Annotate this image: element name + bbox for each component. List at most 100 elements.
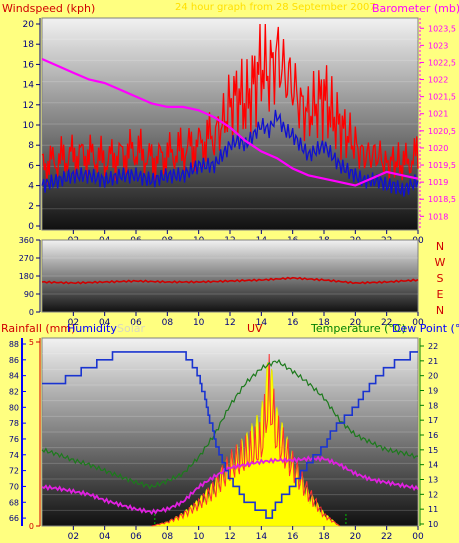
dew-point-line xyxy=(41,455,419,516)
humidity-ytick-label: 82 xyxy=(9,387,19,396)
direction-xtick-label: 04 xyxy=(99,318,111,328)
top-plot-area xyxy=(41,17,419,231)
humidity-ytick-label: 78 xyxy=(9,419,19,428)
windspeed-ytick-label: 6 xyxy=(28,161,34,171)
direction-plot-area xyxy=(41,239,419,313)
direction-xtick-label: 20 xyxy=(350,318,362,328)
barometer-line xyxy=(41,57,419,187)
direction-ytick-label: 0 xyxy=(29,308,34,317)
barometer-ytick-label: 1022,5 xyxy=(428,58,456,67)
temperature-ytick-label: 14 xyxy=(428,461,438,470)
compass-letter: E xyxy=(437,288,444,301)
humidity-ytick-label: 88 xyxy=(9,340,19,349)
windspeed-ytick-label: 10 xyxy=(23,121,35,131)
barometer-ytick-label: 1020 xyxy=(428,144,448,153)
temperature-ytick-label: 18 xyxy=(428,401,438,410)
windspeed-ytick-label: 0 xyxy=(28,222,34,232)
bottom-xtick-label: 00 xyxy=(412,532,424,542)
windspeed-ytick-label: 8 xyxy=(28,141,34,151)
direction-xtick-label: 10 xyxy=(193,318,205,328)
compass-letter: N xyxy=(436,304,444,317)
bottom-chart: 0 5 66 68 70 72 74 76 78 80 82 84 86 88 10 11 12 13 14 15 16… xyxy=(1,322,459,542)
humidity-ytick-label: 74 xyxy=(9,451,19,460)
graph-title: 24 hour graph from 28 September 2007 xyxy=(175,2,376,13)
barometer-ytick-label: 1021 xyxy=(428,110,448,119)
temperature-ytick-label: 16 xyxy=(428,431,438,440)
direction-ytick-label: 360 xyxy=(19,236,34,245)
direction-ytick-label: 180 xyxy=(19,272,34,281)
windspeed-ytick-label: 16 xyxy=(23,60,35,70)
direction-xtick-label: 14 xyxy=(256,318,268,328)
windspeed-ytick-label: 4 xyxy=(28,182,34,192)
direction-xtick-label: 22 xyxy=(381,318,392,328)
direction-xtick-label: 00 xyxy=(412,318,424,328)
bottom-xtick-label: 04 xyxy=(99,532,111,542)
direction-xtick-label: 08 xyxy=(162,318,174,328)
temperature-ytick-label: 15 xyxy=(428,446,438,455)
bottom-xtick-label: 20 xyxy=(350,532,362,542)
dewpoint-label: Dew Point (°C xyxy=(392,322,459,335)
bottom-xtick-label: 08 xyxy=(162,532,174,542)
temperature-label: Temperature (°C) xyxy=(310,322,406,335)
barometer-ytick-label: 1022 xyxy=(428,76,448,85)
humidity-ytick-label: 68 xyxy=(9,498,19,507)
temperature-ytick-label: 19 xyxy=(428,387,438,396)
windspeed-ytick-label: 12 xyxy=(23,101,34,111)
humidity-ytick-label: 84 xyxy=(9,372,19,381)
windspeed-ytick-label: 2 xyxy=(28,202,34,212)
humidity-ytick-label: 66 xyxy=(9,514,19,523)
top-chart: 0 2 4 6 8 10 12 14 16 18 20 1018 1018,5 1019 1019,5 102… xyxy=(2,2,459,246)
barometer-ytick-label: 1020,5 xyxy=(428,127,456,136)
direction-xtick-label: 02 xyxy=(68,318,79,328)
temperature-ytick-label: 12 xyxy=(428,490,438,499)
compass-letter: N xyxy=(436,240,444,253)
rainfall-label: Rainfall (mm) xyxy=(1,322,75,335)
barometer-ytick-label: 1023,5 xyxy=(428,24,456,33)
humidity-label: Humidity xyxy=(67,322,117,335)
direction-xtick-label: 16 xyxy=(287,318,299,328)
temperature-ytick-label: 17 xyxy=(428,416,438,425)
rainfall-ytick-label: 5 xyxy=(29,338,34,347)
barometer-ytick-label: 1021,5 xyxy=(428,93,456,102)
direction-ytick-label: 270 xyxy=(19,254,34,263)
temperature-ytick-label: 11 xyxy=(428,505,438,514)
temperature-line xyxy=(41,358,418,490)
humidity-ytick-label: 76 xyxy=(9,435,19,444)
windspeed-axis-label: Windspeed (kph) xyxy=(2,2,95,15)
barometer-ytick-label: 1018,5 xyxy=(428,195,456,204)
rainfall-ytick-label: 0 xyxy=(29,522,34,531)
humidity-ytick-label: 70 xyxy=(9,482,19,491)
compass-letter: W xyxy=(435,256,446,269)
windspeed-ytick-label: 18 xyxy=(23,40,35,50)
windspeed-line xyxy=(41,23,419,185)
average-windspeed-line xyxy=(41,109,419,197)
humidity-ytick-label: 80 xyxy=(9,403,19,412)
direction-ytick-label: 90 xyxy=(24,290,34,299)
bottom-xtick-label: 10 xyxy=(193,532,205,542)
compass-letter: S xyxy=(437,272,444,285)
bottom-xtick-label: 12 xyxy=(224,532,235,542)
temperature-ytick-label: 21 xyxy=(428,357,438,366)
temperature-ytick-label: 20 xyxy=(428,372,438,381)
humidity-ytick-label: 72 xyxy=(9,467,19,476)
temperature-ytick-label: 13 xyxy=(428,476,438,485)
barometer-ytick-label: 1019 xyxy=(428,178,448,187)
temperature-ytick-label: 22 xyxy=(428,342,438,351)
direction-xtick-label: 18 xyxy=(318,318,330,328)
wind-direction-line xyxy=(41,276,419,285)
temperature-ytick-label: 10 xyxy=(428,520,438,529)
bottom-xtick-label: 06 xyxy=(130,532,142,542)
direction-xtick-label: 06 xyxy=(130,318,142,328)
humidity-line xyxy=(42,351,418,519)
bottom-xtick-label: 14 xyxy=(256,532,268,542)
barometer-ytick-label: 1018 xyxy=(428,212,448,221)
direction-xtick-label: 12 xyxy=(224,318,235,328)
bottom-xtick-label: 18 xyxy=(318,532,330,542)
uv-line xyxy=(151,353,340,527)
uv-label: UV xyxy=(247,322,263,335)
windspeed-ytick-label: 14 xyxy=(23,81,35,91)
barometer-ytick-label: 1023 xyxy=(428,41,448,50)
bottom-xtick-label: 16 xyxy=(287,532,299,542)
